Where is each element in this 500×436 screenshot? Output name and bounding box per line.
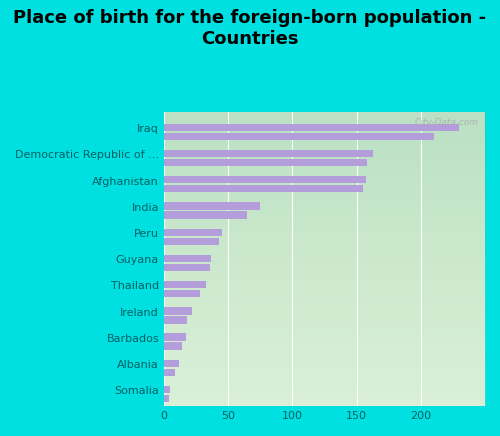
Bar: [164, 255, 212, 262]
Bar: [164, 342, 182, 350]
Bar: [164, 202, 260, 210]
Bar: [164, 334, 186, 341]
Bar: [164, 150, 373, 157]
Bar: [164, 264, 210, 271]
Text: Place of birth for the foreign-born population -
Countries: Place of birth for the foreign-born popu…: [14, 9, 486, 48]
Text: City-Data.com: City-Data.com: [414, 118, 478, 127]
Bar: [164, 211, 248, 218]
Bar: [164, 133, 433, 140]
Bar: [164, 159, 367, 166]
Bar: [164, 360, 180, 367]
Bar: [164, 176, 366, 184]
Bar: [164, 368, 175, 376]
Bar: [164, 395, 169, 402]
Bar: [164, 238, 219, 245]
Bar: [164, 281, 206, 288]
Bar: [164, 316, 187, 324]
Bar: [164, 307, 192, 315]
Bar: [164, 228, 222, 236]
Bar: [164, 185, 363, 192]
Bar: [164, 124, 460, 131]
Bar: [164, 290, 200, 297]
Bar: [164, 386, 170, 393]
